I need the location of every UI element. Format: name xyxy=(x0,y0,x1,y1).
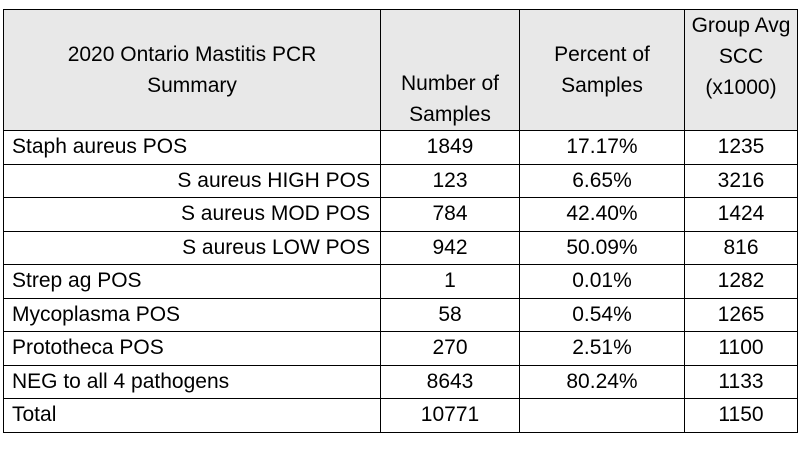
total-row: Total 10771 1150 xyxy=(3,398,798,433)
row-samples: 58 xyxy=(380,297,520,332)
row-samples: 8643 xyxy=(380,364,520,399)
table-row: NEG to all 4 pathogens 8643 80.24% 1133 xyxy=(3,364,798,399)
row-samples: 123 xyxy=(380,163,520,198)
table-row: Staph aureus POS 1849 17.17% 1235 xyxy=(3,130,798,165)
row-label: Prototheca POS xyxy=(3,331,381,366)
header-title: 2020 Ontario Mastitis PCR Summary xyxy=(3,9,381,131)
pcr-summary-table: 2020 Ontario Mastitis PCR Summary Number… xyxy=(3,9,798,433)
table-row: S aureus HIGH POS 123 6.65% 3216 xyxy=(3,163,798,198)
row-scc: 1424 xyxy=(684,197,798,232)
row-scc: 1265 xyxy=(684,297,798,332)
table-row: Strep ag POS 1 0.01% 1282 xyxy=(3,264,798,299)
table-row: S aureus MOD POS 784 42.40% 1424 xyxy=(3,197,798,232)
row-percent: 2.51% xyxy=(519,331,685,366)
table-row: Prototheca POS 270 2.51% 1100 xyxy=(3,331,798,366)
header-group-avg-scc: Group Avg SCC (x1000) xyxy=(684,9,798,131)
row-scc: 1235 xyxy=(684,130,798,165)
row-label: S aureus HIGH POS xyxy=(3,163,381,198)
row-percent: 0.54% xyxy=(519,297,685,332)
row-label: Total xyxy=(3,398,381,433)
row-samples: 1 xyxy=(380,264,520,299)
row-label: NEG to all 4 pathogens xyxy=(3,364,381,399)
table-row: Mycoplasma POS 58 0.54% 1265 xyxy=(3,297,798,332)
row-percent xyxy=(519,398,685,433)
row-label: Staph aureus POS xyxy=(3,130,381,165)
row-samples: 10771 xyxy=(380,398,520,433)
row-label: Mycoplasma POS xyxy=(3,297,381,332)
row-samples: 784 xyxy=(380,197,520,232)
row-label: S aureus MOD POS xyxy=(3,197,381,232)
row-percent: 50.09% xyxy=(519,230,685,265)
row-scc: 1282 xyxy=(684,264,798,299)
row-label: S aureus LOW POS xyxy=(3,230,381,265)
row-scc: 816 xyxy=(684,230,798,265)
row-percent: 6.65% xyxy=(519,163,685,198)
row-samples: 1849 xyxy=(380,130,520,165)
row-scc: 1150 xyxy=(684,398,798,433)
header-row: 2020 Ontario Mastitis PCR Summary Number… xyxy=(3,9,798,131)
row-samples: 942 xyxy=(380,230,520,265)
row-samples: 270 xyxy=(380,331,520,366)
table-row: S aureus LOW POS 942 50.09% 816 xyxy=(3,230,798,265)
row-label: Strep ag POS xyxy=(3,264,381,299)
row-percent: 0.01% xyxy=(519,264,685,299)
row-percent: 42.40% xyxy=(519,197,685,232)
header-percent-of-samples: Percent of Samples xyxy=(519,9,685,131)
row-scc: 1133 xyxy=(684,364,798,399)
row-scc: 3216 xyxy=(684,163,798,198)
header-number-of-samples: Number of Samples xyxy=(380,9,520,131)
row-scc: 1100 xyxy=(684,331,798,366)
row-percent: 80.24% xyxy=(519,364,685,399)
row-percent: 17.17% xyxy=(519,130,685,165)
